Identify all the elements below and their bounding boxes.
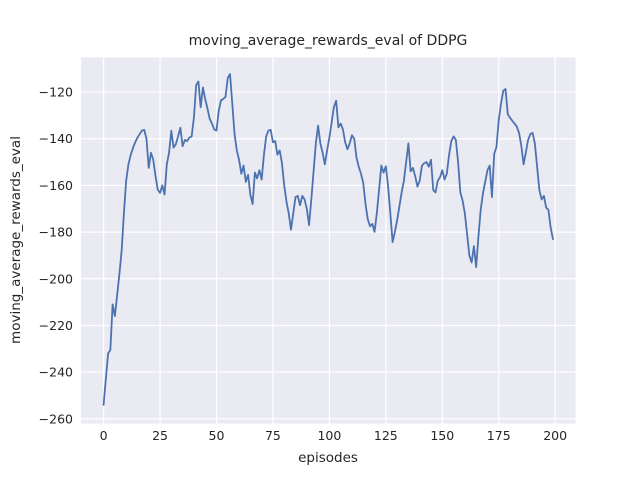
series-line-moving_average_rewards_eval	[102, 73, 554, 406]
y-tick-label: −220	[39, 318, 73, 333]
x-axis-label: episodes	[298, 450, 358, 466]
y-tick-label: −260	[39, 411, 73, 426]
grid-layer	[81, 57, 576, 424]
y-tick-label: −240	[39, 365, 73, 380]
y-tick-label: −200	[39, 271, 73, 286]
y-tick-labels: −260 −240 −220 −200 −180 −160 −140 −120	[39, 85, 73, 427]
series-layer	[102, 73, 554, 406]
chart-title: moving_average_rewards_eval of DDPG	[189, 33, 468, 49]
x-tick-label: 200	[543, 428, 567, 443]
y-axis-label: moving_average_rewards_eval	[8, 136, 24, 344]
y-tick-label: −140	[39, 131, 73, 146]
plot-area	[81, 57, 576, 424]
x-tick-label: 25	[152, 428, 168, 443]
x-tick-label: 50	[209, 428, 225, 443]
x-tick-labels: 0 25 50 75 100 125 150 175 200	[100, 428, 568, 443]
x-tick-label: 125	[374, 428, 398, 443]
x-tick-label: 175	[487, 428, 511, 443]
y-tick-label: −120	[39, 85, 73, 100]
y-tick-label: −180	[39, 225, 73, 240]
x-tick-label: 0	[100, 428, 108, 443]
x-tick-label: 75	[265, 428, 281, 443]
x-tick-label: 150	[430, 428, 454, 443]
x-tick-label: 100	[317, 428, 341, 443]
y-tick-label: −160	[39, 178, 73, 193]
